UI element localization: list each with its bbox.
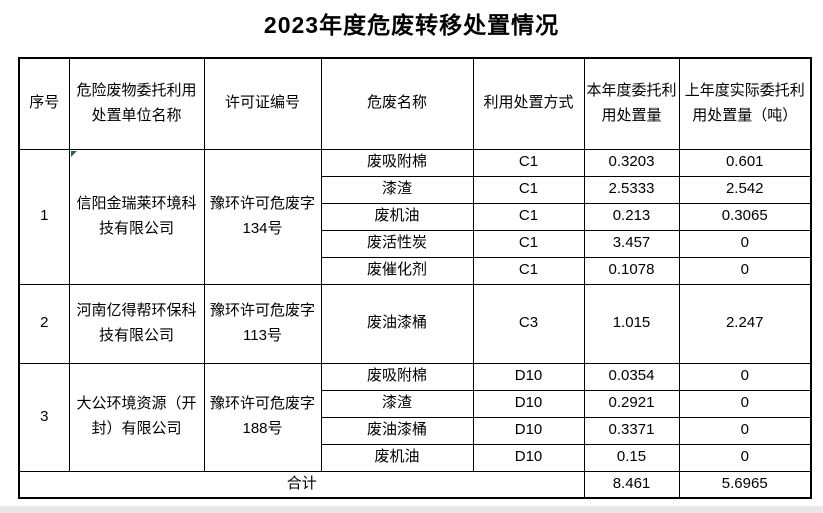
col-header-previous-qty: 上年度实际委托利用处置量（吨） xyxy=(678,57,812,150)
cell-method: D10 xyxy=(472,443,585,472)
cell-license: 豫环许可危废字134号 xyxy=(203,148,322,285)
cell-current-qty: 0.0354 xyxy=(583,362,680,391)
cell-previous-qty: 0.601 xyxy=(678,148,812,177)
cell-license: 豫环许可危废字188号 xyxy=(203,362,322,472)
cell-current-qty: 0.213 xyxy=(583,202,680,231)
cell-previous-qty: 0 xyxy=(678,229,812,258)
cell-serial: 3 xyxy=(18,362,70,472)
cell-previous-qty: 0.3065 xyxy=(678,202,812,231)
total-current-qty: 8.461 xyxy=(583,470,680,499)
cell-current-qty: 0.3371 xyxy=(583,416,680,445)
table-row: 1 信阳金瑞莱环境科技有限公司 豫环许可危废字134号 废吸附棉 C1 0.32… xyxy=(18,148,812,285)
cell-method: C1 xyxy=(472,229,585,258)
col-header-method: 利用处置方式 xyxy=(472,57,585,150)
table-row: 废活性炭 C1 3.457 0 xyxy=(19,229,812,258)
total-previous-qty: 5.6965 xyxy=(678,470,812,499)
cell-method: C3 xyxy=(472,283,585,364)
cell-waste-name: 废催化剂 xyxy=(320,256,474,285)
cell-waste-name: 废吸附棉 xyxy=(320,362,474,391)
total-row: 合计 8.461 5.6965 xyxy=(18,470,812,499)
cell-current-qty: 1.015 xyxy=(583,283,680,364)
cell-previous-qty: 0 xyxy=(678,443,812,472)
total-label: 合计 xyxy=(18,470,585,499)
cell-current-qty: 0.3203 xyxy=(583,148,680,177)
cell-company: 信阳金瑞莱环境科技有限公司 xyxy=(68,148,205,285)
cell-method: C1 xyxy=(472,175,585,204)
cell-current-qty: 3.457 xyxy=(583,229,680,258)
cell-current-qty: 0.1078 xyxy=(583,256,680,285)
cell-waste-name: 废机油 xyxy=(320,443,474,472)
cell-company: 河南亿得帮环保科技有限公司 xyxy=(68,283,205,364)
cell-previous-qty: 0 xyxy=(678,416,812,445)
cell-method: D10 xyxy=(472,416,585,445)
cell-current-qty: 0.2921 xyxy=(583,389,680,418)
cell-company-text: 信阳金瑞莱环境科技有限公司 xyxy=(76,194,197,237)
cell-current-qty: 2.5333 xyxy=(583,175,680,204)
col-header-waste-name: 危废名称 xyxy=(320,57,474,150)
cell-waste-name: 废油漆桶 xyxy=(320,283,474,364)
table-row: 废机油 D10 0.15 0 xyxy=(19,443,812,472)
cell-serial: 1 xyxy=(18,148,70,285)
table-row: 漆渣 C1 2.5333 2.542 xyxy=(19,175,812,204)
excel-error-flag-icon xyxy=(70,150,77,157)
cell-current-qty: 0.15 xyxy=(583,443,680,472)
col-header-unit-name: 危险废物委托利用处置单位名称 xyxy=(68,57,205,150)
cell-method: D10 xyxy=(472,362,585,391)
cell-method: C1 xyxy=(472,202,585,231)
col-header-license: 许可证编号 xyxy=(203,57,322,150)
table-row: 3 大公环境资源（开封）有限公司 豫环许可危废字188号 废吸附棉 D10 0.… xyxy=(18,362,812,472)
col-header-serial: 序号 xyxy=(18,57,70,150)
cell-waste-name: 废吸附棉 xyxy=(320,148,474,177)
col-header-current-qty: 本年度委托利用处置量 xyxy=(583,57,680,150)
cell-previous-qty: 2.247 xyxy=(678,283,812,364)
cell-method: C1 xyxy=(472,148,585,177)
table-row: 2 河南亿得帮环保科技有限公司 豫环许可危废字113号 废油漆桶 C3 1.01… xyxy=(18,283,812,364)
cell-previous-qty: 0 xyxy=(678,389,812,418)
cell-method: D10 xyxy=(472,389,585,418)
table-header-row: 序号 危险废物委托利用处置单位名称 许可证编号 危废名称 利用处置方式 本年度委… xyxy=(18,57,812,150)
table-row: 废油漆桶 D10 0.3371 0 xyxy=(19,416,812,445)
cell-company: 大公环境资源（开封）有限公司 xyxy=(68,362,205,472)
cell-serial: 2 xyxy=(18,283,70,364)
cell-waste-name: 废机油 xyxy=(320,202,474,231)
cell-waste-name: 漆渣 xyxy=(320,389,474,418)
cell-method: C1 xyxy=(472,256,585,285)
cell-waste-name: 废油漆桶 xyxy=(320,416,474,445)
table-row: 废机油 C1 0.213 0.3065 xyxy=(19,202,812,231)
cell-waste-name: 漆渣 xyxy=(320,175,474,204)
cell-license: 豫环许可危废字113号 xyxy=(203,283,322,364)
table-row: 漆渣 D10 0.2921 0 xyxy=(19,389,812,418)
cell-previous-qty: 0 xyxy=(678,256,812,285)
page-title: 2023年度危废转移处置情况 xyxy=(263,12,560,38)
hazardous-waste-table: 序号 危险废物委托利用处置单位名称 许可证编号 危废名称 利用处置方式 本年度委… xyxy=(18,57,812,499)
bottom-gray-strip xyxy=(0,506,823,513)
cell-previous-qty: 2.542 xyxy=(678,175,812,204)
cell-waste-name: 废活性炭 xyxy=(320,229,474,258)
cell-previous-qty: 0 xyxy=(678,362,812,391)
